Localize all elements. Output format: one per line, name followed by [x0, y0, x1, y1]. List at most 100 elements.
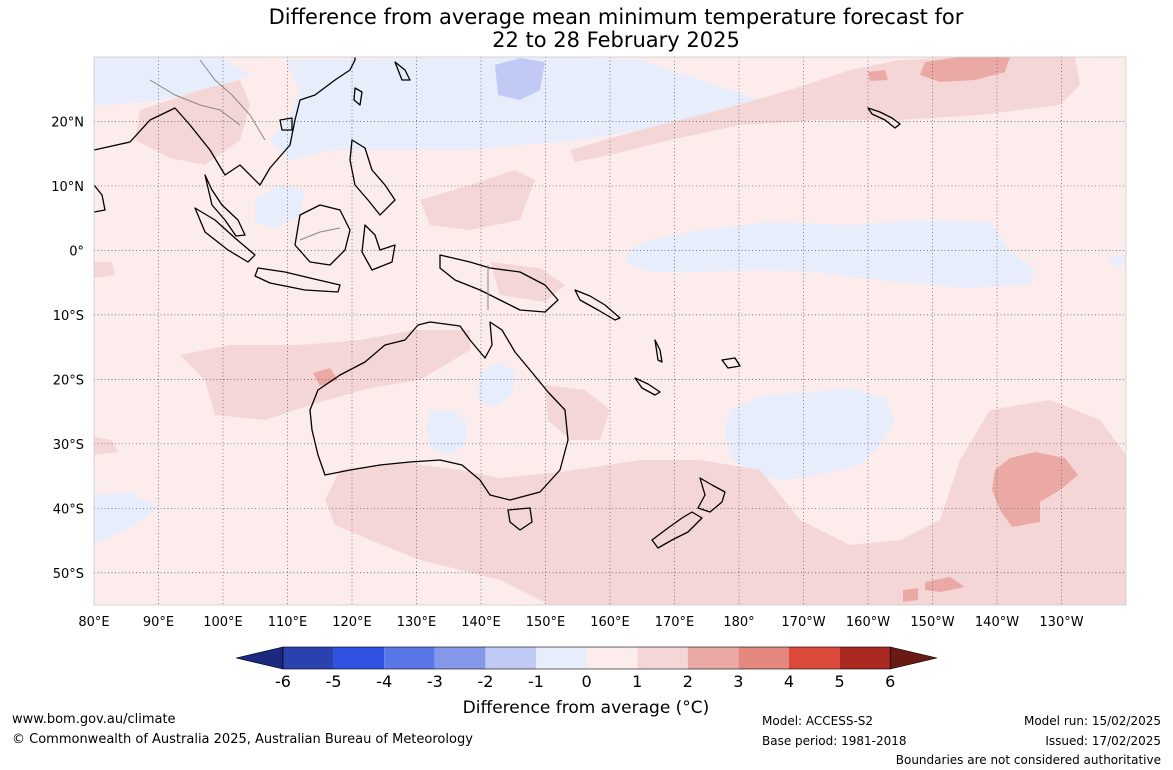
latitude-tick-label: 30°S — [53, 438, 84, 453]
colorbar-segment — [839, 647, 891, 669]
colorbar-segment — [283, 647, 334, 669]
map-frame — [93, 56, 1127, 606]
footer-issued: Issued: 17/02/2025 — [1045, 734, 1161, 748]
warm-region-north-pacific-band — [570, 57, 1080, 162]
title-line-2: 22 to 28 February 2025 — [492, 28, 740, 52]
colorbar-tick-label: -5 — [326, 672, 342, 691]
colorbar-tick-label: -6 — [275, 672, 291, 691]
colorbar-segment — [485, 647, 536, 669]
strong-warm-indian — [313, 368, 338, 386]
latitude-tick-label: 0° — [69, 244, 84, 259]
colorbar-tick-label: 5 — [835, 672, 845, 691]
colorbar-segment — [384, 647, 435, 669]
latitude-labels: 20°N 10°N 0° 10°S 20°S 30°S 40°S 50°S — [51, 115, 84, 581]
warm-region-western-edge — [94, 262, 115, 278]
sulawesi-coast — [361, 224, 396, 271]
colorbar-segment — [434, 647, 486, 669]
colorbar-tick-label: -1 — [528, 672, 544, 691]
india-coast — [94, 184, 106, 213]
longitude-tick-label: 90°E — [143, 615, 174, 630]
title-line-1: Difference from average mean minimum tem… — [268, 5, 964, 29]
longitude-tick-label: 150°W — [910, 615, 954, 630]
vanuatu — [654, 339, 663, 363]
hawaii-islands — [867, 107, 901, 129]
colorbar-tick-labels: -6 -5 -4 -3 -2 -1 0 1 2 3 4 5 6 — [275, 672, 895, 691]
latitude-tick-label: 50°S — [53, 567, 84, 582]
footer-base-period: Base period: 1981-2018 — [762, 734, 907, 748]
strong-warm-far-south — [903, 588, 918, 602]
colorbar-tick-label: -2 — [477, 672, 493, 691]
warm-region-southwest — [94, 437, 118, 455]
new-zealand-north — [697, 477, 726, 513]
new-guinea-coast — [439, 254, 559, 313]
new-zealand-south — [651, 511, 703, 549]
strong-warm-north-pacific — [920, 57, 1010, 82]
warm-region-new-guinea — [490, 262, 565, 302]
cool-region-east-pacific-edge — [1110, 255, 1126, 265]
longitude-tick-label: 150°E — [526, 615, 566, 630]
warm-region-se-asia — [135, 80, 250, 165]
longitude-tick-label: 130°E — [397, 615, 437, 630]
philippines-coast — [349, 139, 396, 216]
footer-copyright: © Commonwealth of Australia 2025, Austra… — [12, 732, 473, 747]
colorbar-tick-label: 1 — [632, 672, 642, 691]
colorbar-segment — [789, 647, 840, 669]
cool-region-north-pacific — [270, 57, 760, 160]
solomon-islands — [574, 289, 621, 321]
colorbar-segment — [586, 647, 638, 669]
australia-coast — [309, 321, 569, 501]
fiji-islands — [721, 357, 741, 369]
colorbar-tick-label: 3 — [733, 672, 743, 691]
longitude-tick-label: 170°W — [781, 615, 825, 630]
cool-region-south-indian — [94, 492, 158, 545]
longitude-labels: 80°E 90°E 100°E 110°E 120°E 130°E 140°E 150°E 16… — [78, 615, 1083, 630]
hainan-coast — [279, 117, 293, 131]
warm-region-west-pacific — [420, 170, 535, 230]
colorbar-label: Difference from average (°C) — [462, 698, 710, 718]
new-caledonia — [634, 377, 661, 396]
warm-region-southern-ocean — [325, 400, 1126, 605]
tasmania-coast — [507, 507, 533, 531]
longitude-tick-label: 180° — [723, 615, 754, 630]
longitude-tick-label: 140°W — [975, 615, 1019, 630]
colorbar-tick-label: -3 — [427, 672, 443, 691]
latitude-tick-label: 40°S — [53, 502, 84, 517]
strong-warm-southern — [925, 577, 965, 592]
latitude-tick-label: 10°S — [53, 309, 84, 324]
cool-region-northwest — [94, 57, 250, 105]
colorbar-segment — [536, 647, 587, 669]
java-coast — [254, 267, 341, 293]
coastlines — [94, 57, 901, 549]
footer-boundaries: Boundaries are not considered authoritat… — [895, 753, 1161, 767]
cool-region-stronger — [495, 58, 545, 100]
cool-region-australia-central — [478, 362, 515, 408]
borneo-coast — [294, 204, 351, 266]
colorbar-tick-label: 0 — [582, 672, 592, 691]
graticule — [94, 57, 1126, 605]
borders — [149, 59, 489, 310]
colorbar — [235, 646, 938, 670]
latitude-tick-label: 10°N — [51, 180, 84, 195]
footer-model-run: Model run: 15/02/2025 — [1023, 714, 1161, 728]
strong-warm-south-pacific — [992, 452, 1078, 527]
longitude-tick-label: 100°E — [203, 615, 243, 630]
colorbar-extend-high — [889, 646, 938, 670]
border-se-asia-2 — [199, 59, 266, 141]
longitude-tick-label: 140°E — [461, 615, 501, 630]
footer-site: www.bom.gov.au/climate — [12, 712, 176, 727]
colorbar-segment — [637, 647, 688, 669]
colorbar-tick-label: 2 — [683, 672, 693, 691]
mainland-asia-coast — [94, 57, 356, 186]
latitude-tick-label: 20°N — [51, 115, 84, 130]
colorbar-segment — [738, 647, 789, 669]
longitude-tick-label: 110°E — [268, 615, 308, 630]
colorbar-tick-label: 4 — [784, 672, 794, 691]
cool-region-central-south-pacific — [725, 388, 895, 480]
malay-peninsula — [204, 174, 246, 237]
longitude-tick-label: 130°W — [1039, 615, 1083, 630]
longitude-tick-label: 80°E — [78, 615, 109, 630]
colorbar-outline — [282, 646, 891, 670]
cool-region-australia-west — [426, 410, 468, 455]
longitude-tick-label: 170°E — [655, 615, 695, 630]
colorbar-segment — [687, 647, 739, 669]
